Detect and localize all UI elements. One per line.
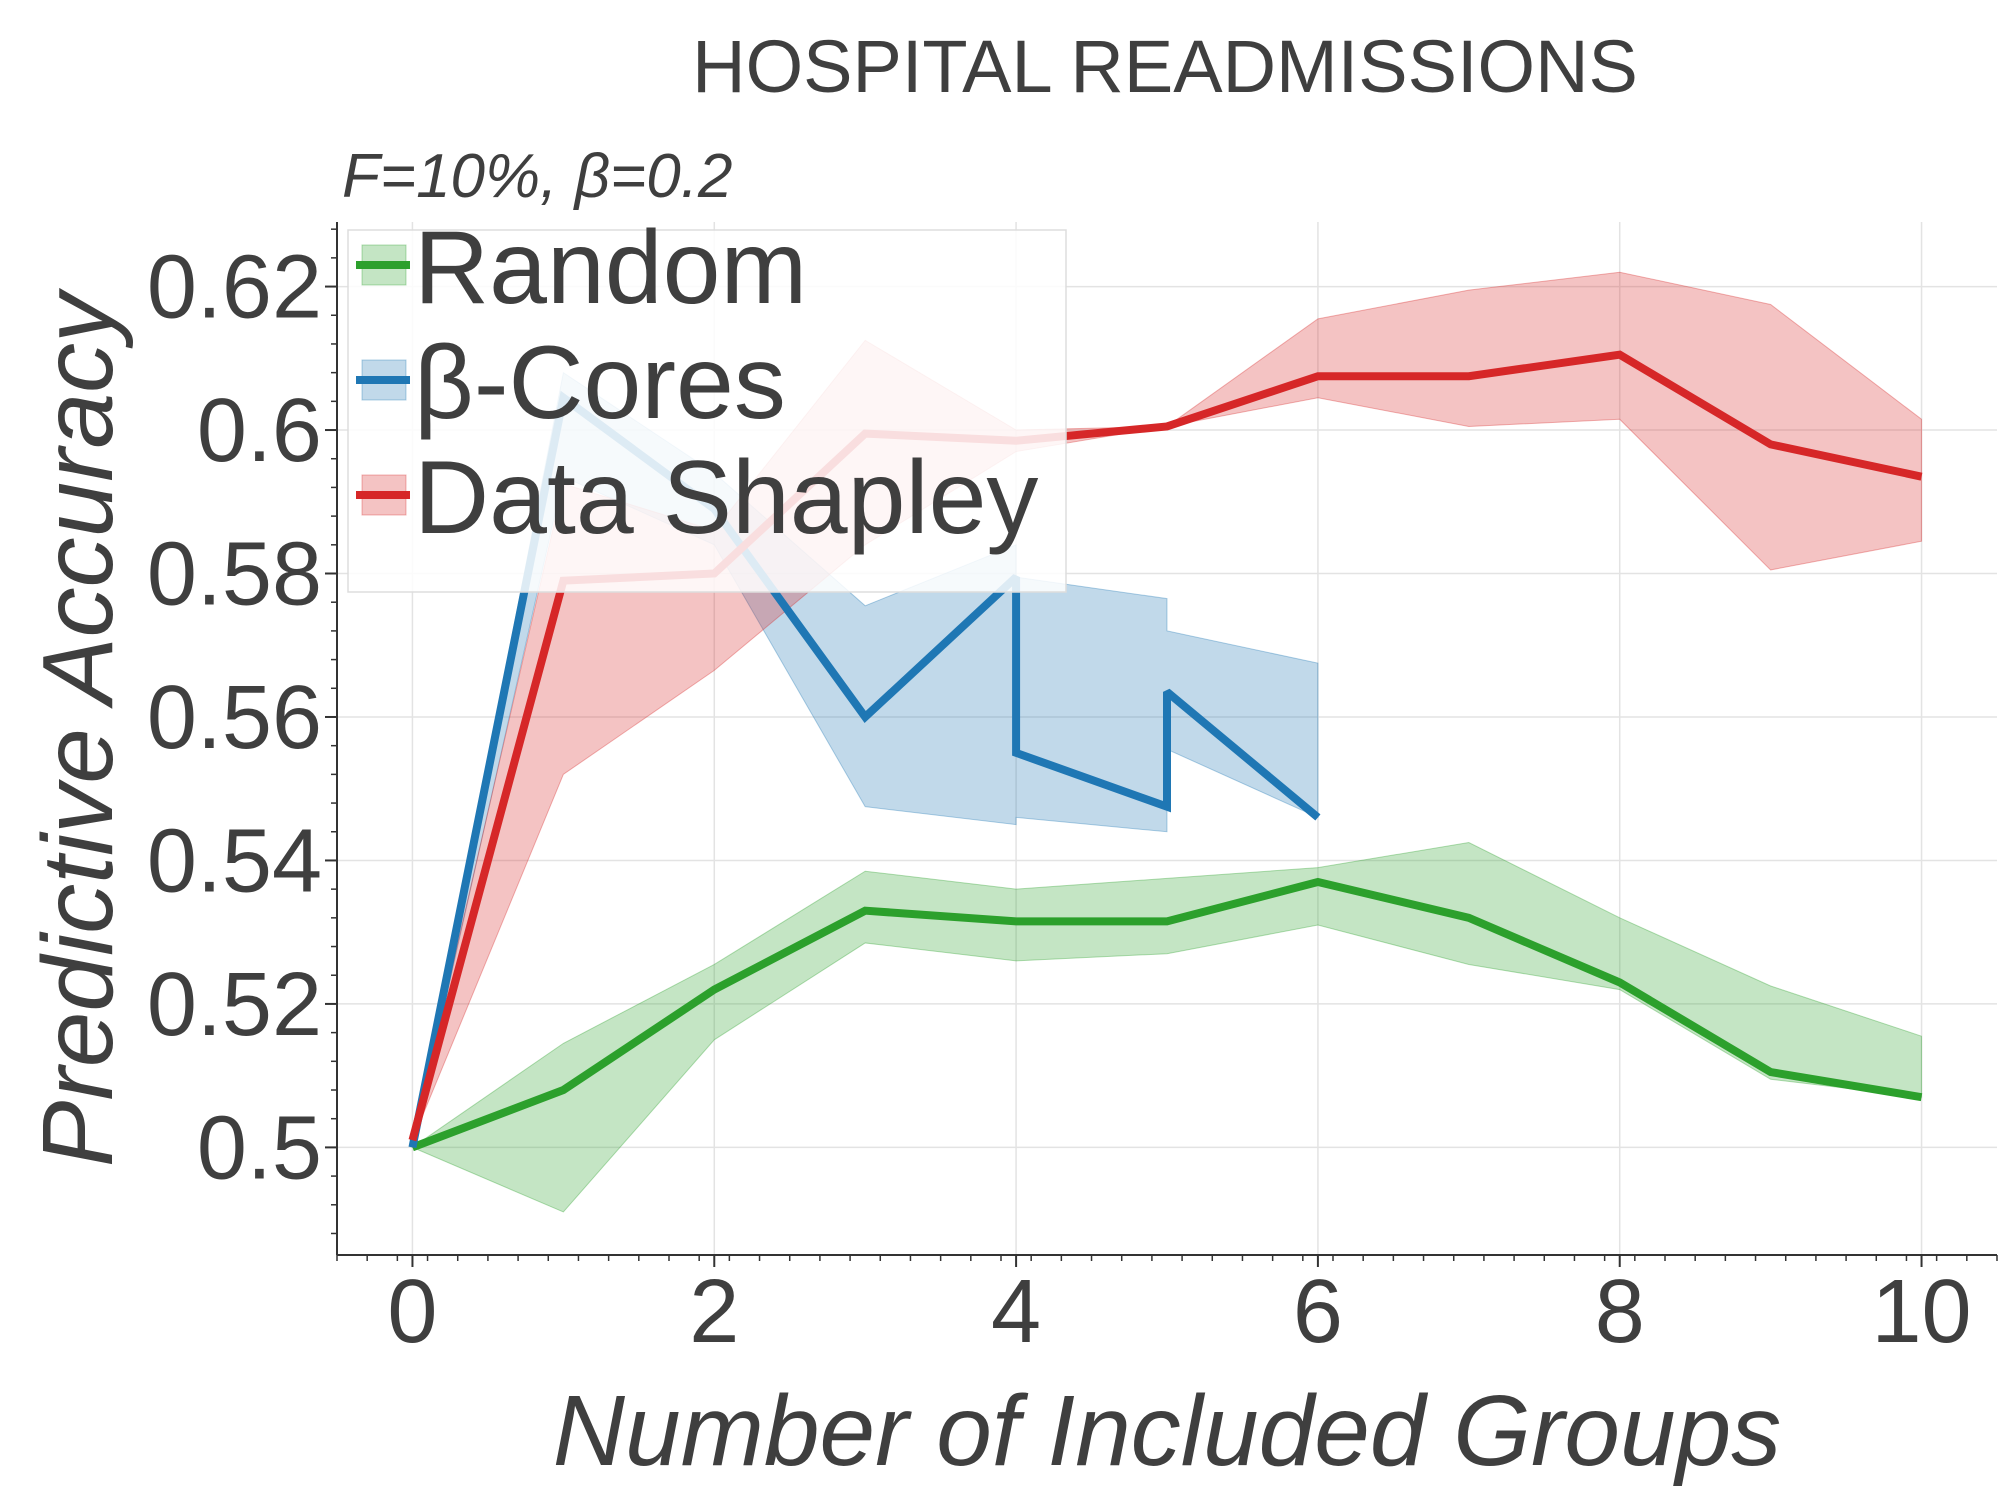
tick-labels: 0 2 4 6 8 10 0.5 0.52 0.54 0.56 0.58 0.6 0.62 bbox=[147, 238, 1972, 1362]
line-random bbox=[411, 877, 1923, 1152]
x-tick-label: 8 bbox=[1595, 1262, 1645, 1362]
chart-title: HOSPITAL READMISSIONS bbox=[692, 25, 1638, 108]
y-tick-label: 0.54 bbox=[147, 811, 322, 911]
legend-box bbox=[347, 229, 1067, 593]
x-tick-label: 2 bbox=[689, 1262, 739, 1362]
y-tick-label: 0.58 bbox=[147, 525, 322, 625]
y-tick-label: 0.52 bbox=[147, 955, 322, 1055]
legend-label--cores: β-Cores bbox=[414, 325, 786, 441]
x-axis-label: Number of Included Groups bbox=[553, 1375, 1781, 1487]
y-tick-label: 0.56 bbox=[147, 668, 322, 768]
x-tick-label: 0 bbox=[387, 1262, 437, 1362]
x-tick-label: 6 bbox=[1293, 1262, 1343, 1362]
y-tick-label: 0.5 bbox=[197, 1098, 322, 1198]
x-tick-label: 4 bbox=[991, 1262, 1041, 1362]
y-tick-label: 0.6 bbox=[197, 381, 322, 481]
legend-label-data-shapley: Data Shapley bbox=[414, 440, 1038, 556]
x-tick-label: 10 bbox=[1871, 1262, 1971, 1362]
chart-subtitle: F=10%, β=0.2 bbox=[342, 142, 732, 211]
band-random bbox=[411, 841, 1923, 1213]
axes bbox=[325, 222, 1998, 1267]
y-axis-label: Predictive Accuracy bbox=[22, 287, 134, 1167]
y-tick-label: 0.62 bbox=[147, 238, 322, 338]
legend-label-random: Random bbox=[414, 210, 807, 326]
